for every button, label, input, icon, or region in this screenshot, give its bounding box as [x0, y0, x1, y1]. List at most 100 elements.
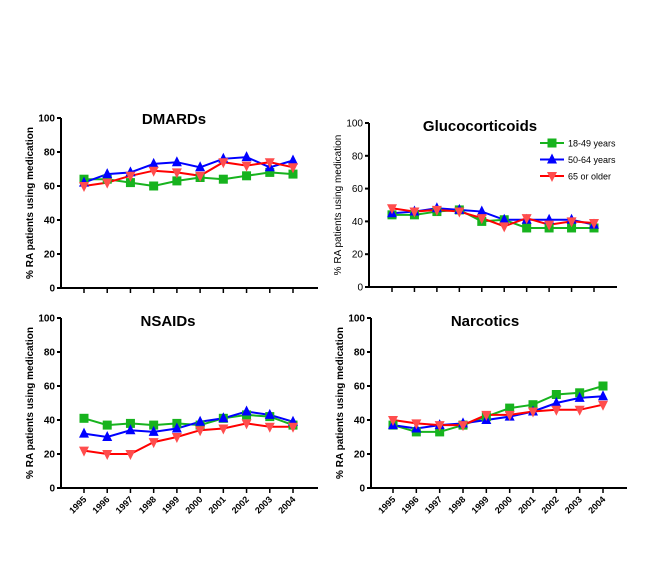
y-tick-label: 80: [352, 151, 364, 162]
triangle-up-marker: [288, 154, 298, 165]
triangle-down-marker: [148, 438, 159, 449]
triangle-up-marker: [476, 205, 487, 216]
x-tick-label: 2000: [493, 494, 514, 515]
triangle-down-marker: [218, 158, 229, 169]
y-tick-label: 40: [44, 416, 56, 427]
square-marker: [522, 223, 532, 233]
square-marker: [598, 381, 608, 391]
series-line-1: [83, 410, 294, 439]
y-tick-label: 20: [44, 450, 56, 461]
square-marker: [149, 420, 159, 430]
y-tick-label: 0: [357, 283, 363, 294]
triangle-up-marker: [241, 405, 252, 416]
square-marker: [528, 400, 538, 410]
triangle-down-marker: [434, 421, 445, 432]
triangle-up-marker: [125, 424, 136, 435]
square-marker: [172, 176, 182, 186]
x-tick-label: 2003: [253, 494, 274, 515]
triangle-up-marker: [574, 391, 585, 402]
triangle-down-marker: [387, 204, 397, 215]
x-tick-label: 1995: [67, 494, 88, 515]
panel-glucocorticoids: 0 20 40 60 80 100% RA patients using medicati…: [333, 118, 617, 294]
y-tick-label: 100: [346, 119, 363, 130]
triangle-down-marker: [148, 166, 159, 177]
y-tick-label: 0: [49, 484, 55, 495]
series-line-2: [83, 422, 293, 455]
y-tick-label: 60: [354, 382, 366, 393]
triangle-up-marker: [148, 157, 159, 168]
triangle-up-marker: [264, 408, 275, 419]
square-marker: [265, 167, 275, 177]
panel-narcotics: 0 20 40 60 80 100 1995 1996 1997 1998 1999 2000 2001…: [335, 313, 627, 516]
y-tick-label: 100: [348, 314, 365, 325]
y-tick-label: 80: [44, 348, 56, 359]
triangle-up-marker: [241, 151, 252, 162]
y-tick-label: 100: [38, 314, 55, 325]
triangle-down-marker: [551, 405, 562, 416]
triangle-up-marker: [598, 390, 608, 401]
y-tick-label: 100: [38, 114, 55, 125]
x-tick-label: 1997: [423, 494, 444, 515]
square-marker: [242, 171, 252, 181]
triangle-up-marker: [102, 431, 113, 441]
triangle-up-marker: [218, 412, 229, 423]
y-tick-label: 40: [44, 216, 56, 227]
x-tick-label: 1999: [160, 494, 181, 515]
y-tick-label: 60: [44, 382, 56, 393]
series-line-1: [83, 156, 294, 184]
triangle-down-marker: [195, 171, 206, 182]
panel-title: Narcotics: [451, 313, 519, 330]
y-axis-label: % RA patients using medication: [333, 135, 344, 276]
panel-dmards: 0 20 40 60 80 100% RA patients using medicati…: [25, 111, 318, 295]
square-marker: [288, 169, 298, 179]
triangle-up-marker: [195, 161, 206, 172]
y-tick-label: 60: [44, 182, 56, 193]
triangle-down-marker: [264, 158, 275, 169]
panel-title: NSAIDs: [140, 313, 195, 330]
series-line-2: [391, 207, 595, 228]
x-tick-label: 1995: [376, 494, 397, 515]
x-tick-label: 2000: [183, 494, 204, 515]
square-marker: [149, 181, 159, 191]
triangle-down-marker: [598, 400, 608, 411]
triangle-up-marker: [148, 425, 159, 436]
y-tick-label: 20: [44, 250, 56, 261]
square-marker: [551, 390, 561, 399]
triangle-down-marker: [547, 172, 557, 182]
series-line-0: [392, 208, 594, 229]
y-tick-label: 40: [354, 416, 366, 427]
triangle-down-marker: [544, 220, 555, 231]
y-tick-label: 0: [49, 284, 55, 295]
x-tick-label: 2001: [516, 494, 537, 515]
triangle-up-marker: [171, 422, 182, 433]
square-marker: [125, 418, 135, 428]
triangle-down-marker: [476, 214, 487, 225]
triangle-down-marker: [288, 163, 298, 174]
legend-label: 18-49 years: [568, 139, 616, 149]
triangle-down-marker: [102, 450, 113, 460]
square-marker: [435, 427, 445, 437]
triangle-up-marker: [499, 213, 510, 224]
legend-label: 50-64 years: [568, 155, 616, 165]
panel-title: Glucocorticoids: [423, 118, 537, 135]
y-tick-label: 40: [352, 217, 364, 228]
x-tick-label: 2003: [563, 494, 584, 515]
square-marker: [102, 420, 112, 430]
triangle-down-marker: [218, 424, 229, 435]
triangle-down-marker: [454, 207, 465, 218]
y-tick-label: 80: [44, 148, 56, 159]
legend-label: 65 or older: [568, 172, 611, 182]
triangle-up-marker: [102, 168, 113, 179]
y-tick-label: 60: [352, 184, 364, 195]
triangle-down-marker: [79, 446, 89, 457]
x-tick-label: 1997: [114, 494, 135, 515]
x-tick-label: 2004: [586, 494, 607, 515]
y-axis-label: % RA patients using medication: [335, 327, 346, 479]
triangle-down-marker: [241, 419, 252, 430]
triangle-down-marker: [264, 422, 275, 433]
triangle-down-marker: [521, 214, 532, 225]
square-marker: [547, 138, 557, 148]
triangle-up-marker: [547, 153, 557, 164]
y-tick-label: 20: [354, 450, 366, 461]
